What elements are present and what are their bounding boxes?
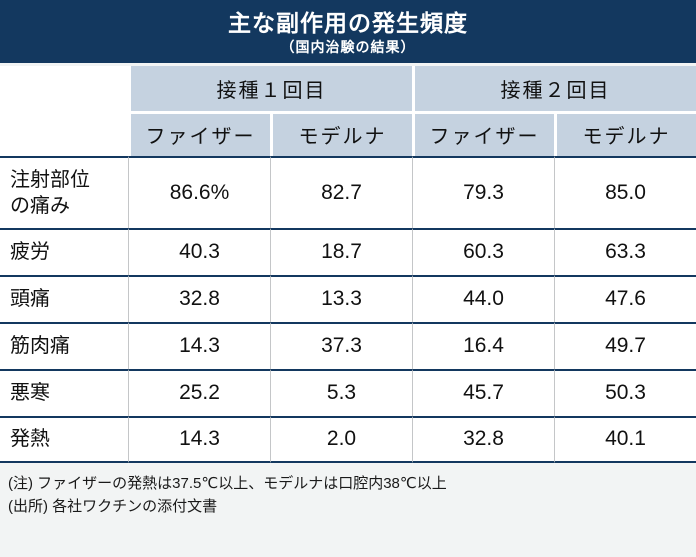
title-bar: 主な副作用の発生頻度 （国内治験の結果） — [0, 0, 696, 63]
column-header-dose1-pfizer: ファイザー — [128, 110, 270, 156]
row-label-fatigue: 疲労 — [0, 227, 128, 275]
value-cell: 5.3 — [270, 368, 412, 416]
row-label-headache: 頭痛 — [0, 274, 128, 322]
value-cell: 14.3 — [128, 321, 270, 369]
value-cell: 32.8 — [412, 415, 554, 463]
value-cell: 45.7 — [412, 368, 554, 416]
column-header-dose1-moderna: モデルナ — [270, 110, 412, 156]
table-row: 発熱 14.3 2.0 32.8 40.1 — [0, 415, 696, 463]
value-cell: 40.1 — [554, 415, 696, 463]
value-cell: 32.8 — [128, 274, 270, 322]
corner-cell — [0, 65, 128, 111]
value-cell: 82.7 — [270, 155, 412, 228]
row-label-injection-site-pain: 注射部位 の痛み — [0, 155, 128, 228]
value-cell: 60.3 — [412, 227, 554, 275]
column-header-dose2-moderna: モデルナ — [554, 110, 696, 156]
row-label-fever: 発熱 — [0, 415, 128, 463]
value-cell: 40.3 — [128, 227, 270, 275]
value-cell: 49.7 — [554, 321, 696, 369]
value-cell: 44.0 — [412, 274, 554, 322]
value-cell: 37.3 — [270, 321, 412, 369]
column-group-dose2: 接種２回目 — [412, 65, 696, 111]
table-row: 疲労 40.3 18.7 60.3 63.3 — [0, 227, 696, 275]
value-cell: 86.6% — [128, 155, 270, 228]
value-cell: 14.3 — [128, 415, 270, 463]
table-group-header-row: 接種１回目 接種２回目 — [0, 65, 696, 111]
table-row: 悪寒 25.2 5.3 45.7 50.3 — [0, 368, 696, 416]
value-cell: 13.3 — [270, 274, 412, 322]
value-cell: 63.3 — [554, 227, 696, 275]
table-row: 注射部位 の痛み 86.6% 82.7 79.3 85.0 — [0, 155, 696, 228]
note-line-caveat: (注) ファイザーの発熱は37.5℃以上、モデルナは口腔内38℃以上 — [8, 474, 447, 492]
table-subheader-row: ファイザー モデルナ ファイザー モデルナ — [0, 110, 696, 156]
value-cell: 18.7 — [270, 227, 412, 275]
side-effects-table: 接種１回目 接種２回目 ファイザー モデルナ ファイザー モデルナ 注射部位 の… — [0, 65, 696, 463]
page-title: 主な副作用の発生頻度 — [228, 10, 468, 36]
note-line-source: (出所) 各社ワクチンの添付文書 — [8, 498, 218, 516]
value-cell: 79.3 — [412, 155, 554, 228]
value-cell: 50.3 — [554, 368, 696, 416]
row-label-chills: 悪寒 — [0, 368, 128, 416]
column-group-dose1: 接種１回目 — [128, 65, 412, 111]
value-cell: 2.0 — [270, 415, 412, 463]
value-cell: 85.0 — [554, 155, 696, 228]
column-header-dose2-pfizer: ファイザー — [412, 110, 554, 156]
footnotes: (注) ファイザーの発熱は37.5℃以上、モデルナは口腔内38℃以上 (出所) … — [0, 463, 696, 519]
value-cell: 47.6 — [554, 274, 696, 322]
page-subtitle: （国内治験の結果） — [280, 38, 416, 55]
value-cell: 16.4 — [412, 321, 554, 369]
table-row: 筋肉痛 14.3 37.3 16.4 49.7 — [0, 321, 696, 369]
table-row: 頭痛 32.8 13.3 44.0 47.6 — [0, 274, 696, 322]
corner-cell — [0, 110, 128, 156]
row-label-muscle-pain: 筋肉痛 — [0, 321, 128, 369]
value-cell: 25.2 — [128, 368, 270, 416]
